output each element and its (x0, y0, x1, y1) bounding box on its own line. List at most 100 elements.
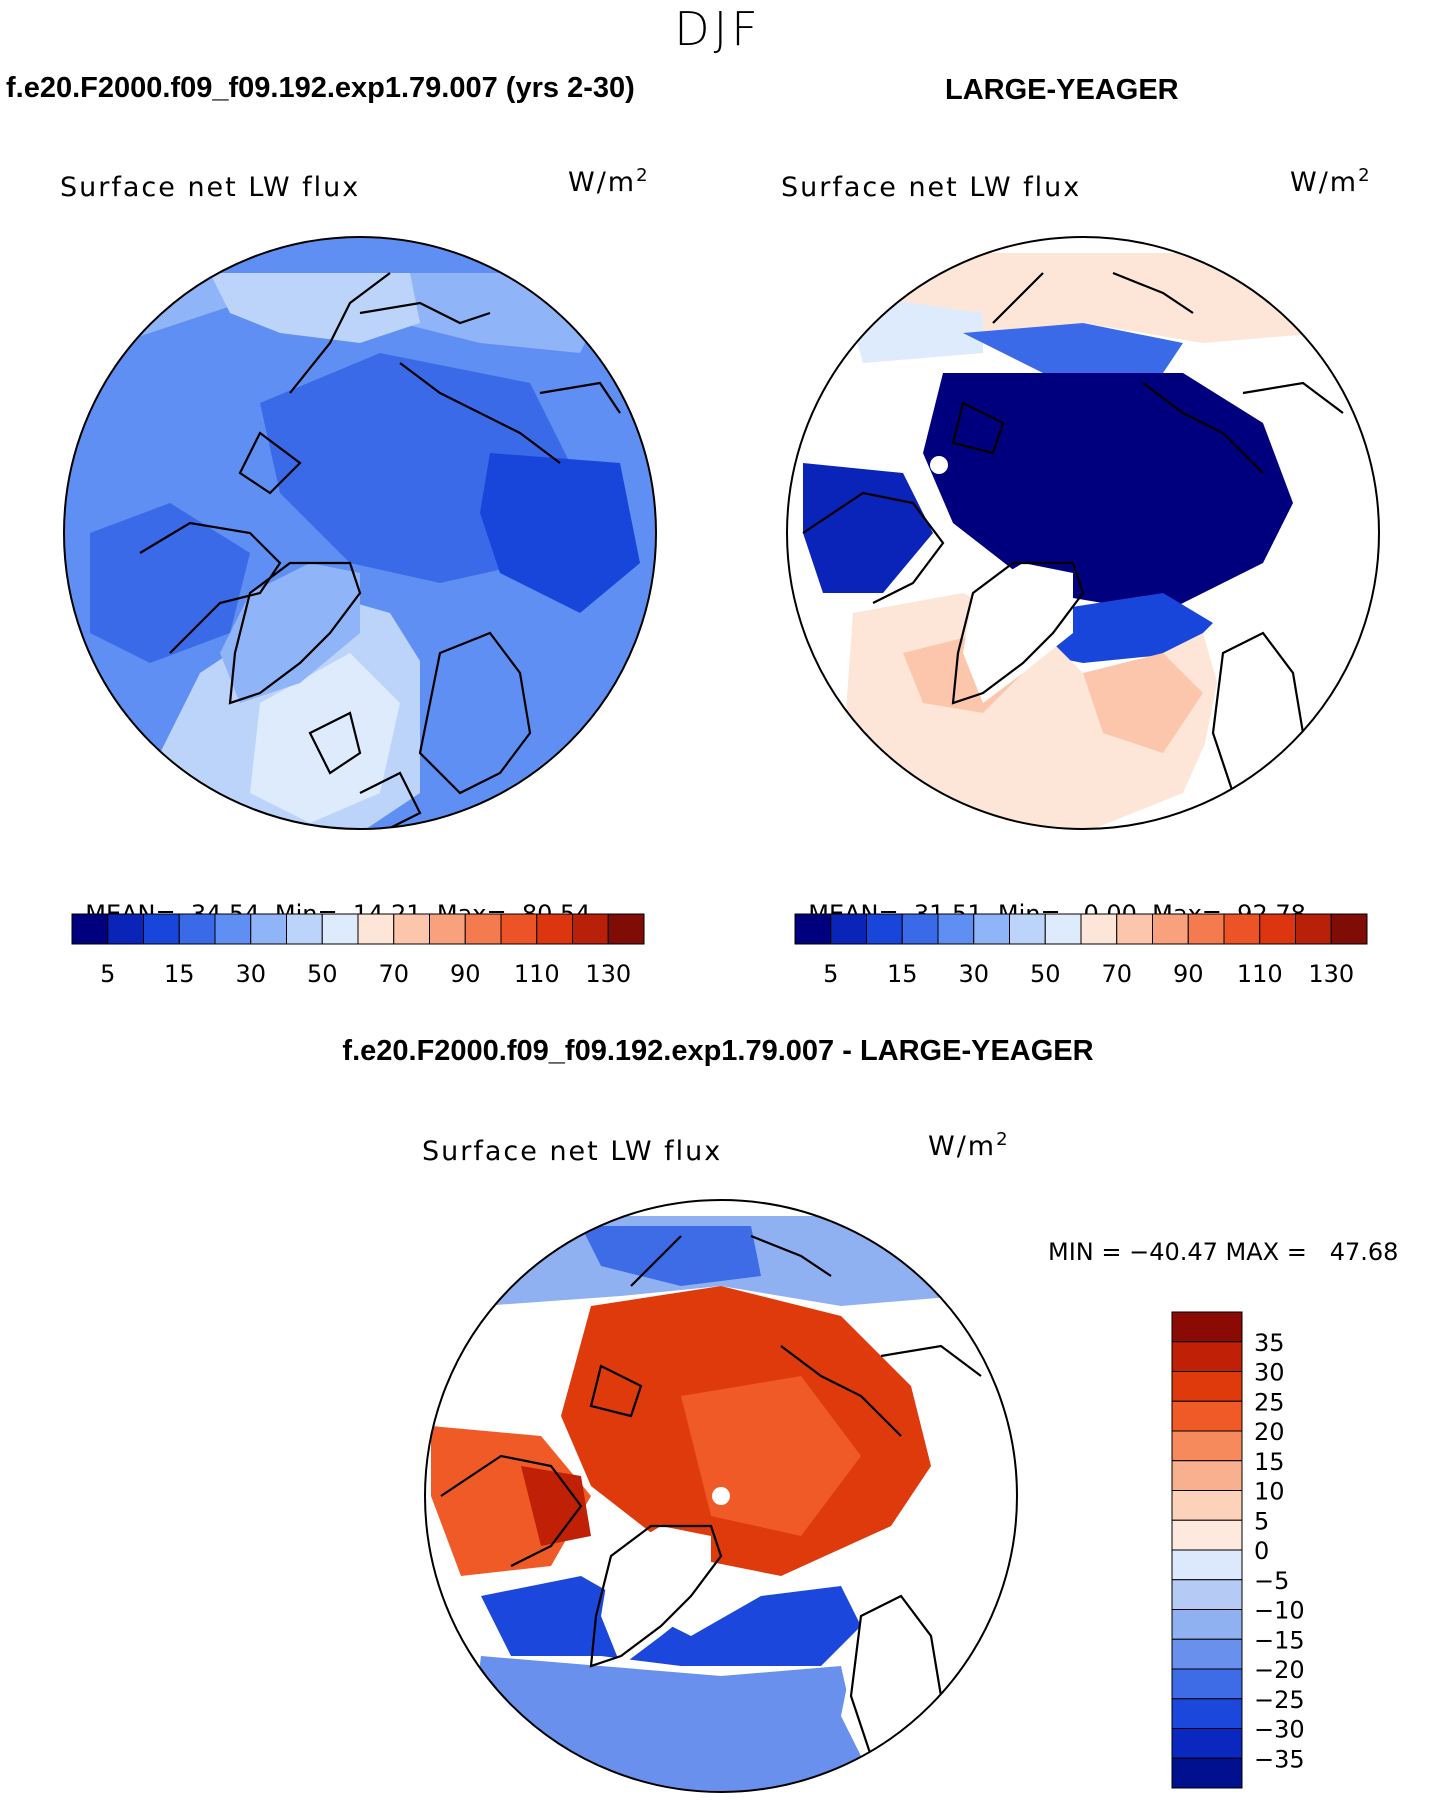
diff-map (424, 1199, 1018, 1793)
colorbar-swatch (1080, 913, 1118, 945)
diff-colorbar-tick-label: 0 (1254, 1537, 1269, 1565)
panel-2-hudson (803, 463, 933, 593)
colorbar-swatch (500, 913, 538, 945)
diff-baffin-hot (521, 1466, 591, 1546)
diff-colorbar-tick-label: −30 (1254, 1716, 1305, 1744)
diff-units: W/m2 (928, 1129, 1010, 1162)
diff-colorbar-swatch (1171, 1698, 1243, 1729)
panel-2-pole-dot-icon (930, 456, 948, 474)
panel-2-header: LARGE-YEAGER (945, 74, 1179, 106)
diff-colorbar-tick-label: −20 (1254, 1656, 1305, 1684)
diff-colorbar-swatch (1171, 1668, 1243, 1700)
panel-2-map (786, 236, 1380, 830)
colorbar-swatch (1116, 913, 1153, 945)
diff-colorbar-tick-label: 30 (1254, 1359, 1285, 1387)
colorbar-swatch (572, 913, 609, 945)
colorbar-swatch (1044, 913, 1082, 945)
colorbar-swatch (357, 913, 395, 945)
colorbar-swatch (973, 913, 1010, 945)
colorbar-swatch (107, 913, 144, 945)
panel-1-canada-dark (90, 503, 250, 663)
diff-minmax: MIN = −40.47 MAX = 47.68 (1048, 1238, 1399, 1266)
panel-1-units-base: W/m (568, 167, 637, 198)
colorbar-tick-label: 70 (378, 960, 409, 988)
diff-colorbar-swatch (1171, 1519, 1243, 1551)
diff-units-base: W/m (928, 1131, 997, 1162)
diff-colorbar-tick-label: −5 (1254, 1567, 1289, 1595)
panel-1-colorbar: 5 15 30 50 70 90 110 130 (71, 913, 645, 988)
diff-colorbar-swatch (1171, 1430, 1243, 1462)
diff-units-exp: 2 (996, 1129, 1010, 1150)
diff-coastlines (440, 1234, 982, 1758)
diff-colorbar-tick-label: 10 (1254, 1478, 1285, 1506)
colorbar-swatch (464, 913, 502, 945)
diff-colorbar-tick-label: −10 (1254, 1597, 1305, 1625)
panel-1-units-exp: 2 (636, 165, 650, 186)
diff-greenland-white (601, 1526, 711, 1666)
panel-1-map (63, 236, 657, 830)
diff-colorbar-tick-label: 25 (1254, 1388, 1285, 1416)
diff-colorbar-tick-label: 5 (1254, 1507, 1269, 1535)
colorbar-swatch (1330, 913, 1368, 945)
colorbar-swatch (794, 913, 832, 945)
diff-colorbar-swatch (1171, 1311, 1243, 1343)
colorbar-swatch (286, 913, 323, 945)
colorbar-tick-label: 30 (958, 960, 989, 988)
diff-colorbar-swatch (1171, 1371, 1243, 1402)
colorbar-tick-label: 90 (450, 960, 481, 988)
colorbar-swatch (830, 913, 867, 945)
colorbar-tick-label: 90 (1173, 960, 1204, 988)
diff-frame (424, 1199, 1018, 1793)
diff-colorbar-swatch (1171, 1728, 1243, 1759)
diff-ice-edge-cold (481, 1576, 861, 1666)
diff-colorbar-tick-label: −35 (1254, 1745, 1305, 1773)
diff-colorbar-swatch (1171, 1757, 1243, 1789)
diff-colorbar-swatch (1171, 1638, 1243, 1670)
panel-2-units-exp: 2 (1358, 165, 1372, 186)
colorbar-tick-label: 5 (823, 960, 838, 988)
panel-2-ice-margin (1033, 593, 1213, 663)
panel-1-atlantic-palest (250, 653, 400, 823)
colorbar-swatch (250, 913, 287, 945)
panel-2-coastlines (802, 271, 1344, 795)
panel-2-units: W/m2 (1290, 165, 1372, 198)
colorbar-swatch (143, 913, 180, 945)
panel-2-units-base: W/m (1290, 167, 1359, 198)
colorbar-tick-label: 50 (307, 960, 338, 988)
panel-2-frame (786, 236, 1380, 830)
diff-colorbar-swatch (1171, 1579, 1243, 1610)
diff-field-label: Surface net LW flux (422, 1136, 723, 1167)
diff-header: f.e20.F2000.f09_f09.192.exp1.79.007 - LA… (342, 1035, 1094, 1067)
panel-1-field-label: Surface net LW flux (60, 172, 361, 203)
colorbar-swatch (1187, 913, 1225, 945)
colorbar-swatch (321, 913, 359, 945)
colorbar-swatch (429, 913, 466, 945)
colorbar-tick-label: 15 (887, 960, 918, 988)
diff-pacific-cooler (581, 1226, 761, 1286)
colorbar-tick-label: 15 (164, 960, 195, 988)
colorbar-swatch (1223, 913, 1261, 945)
panel-1-coastlines (139, 272, 621, 829)
panel-2-colorbar: 5 15 30 50 70 90 110 130 (794, 913, 1368, 988)
panel-2-sea-ice (923, 373, 1293, 613)
panel-1-greenland (220, 563, 360, 703)
panel-2-nordic-warmer (1083, 653, 1203, 753)
diff-pole-dot-icon (712, 1487, 730, 1505)
colorbar-swatch (1259, 913, 1296, 945)
diff-colorbar-swatch (1171, 1549, 1243, 1581)
colorbar-swatch (1295, 913, 1332, 945)
diff-colorbar-swatch (1171, 1490, 1243, 1521)
diff-colorbar-swatch (1171, 1400, 1243, 1432)
diff-colorbar-tick-label: −25 (1254, 1686, 1305, 1714)
colorbar-tick-label: 130 (585, 960, 631, 988)
diff-colorbar-tick-label: 35 (1254, 1329, 1285, 1357)
colorbar-swatch (393, 913, 430, 945)
colorbar-swatch (607, 913, 645, 945)
colorbar-tick-label: 110 (1237, 960, 1283, 988)
colorbar-tick-label: 110 (514, 960, 560, 988)
panel-2-greenland-white (963, 563, 1073, 703)
colorbar-tick-label: 130 (1308, 960, 1354, 988)
colorbar-swatch (1152, 913, 1189, 945)
colorbar-swatch (901, 913, 939, 945)
